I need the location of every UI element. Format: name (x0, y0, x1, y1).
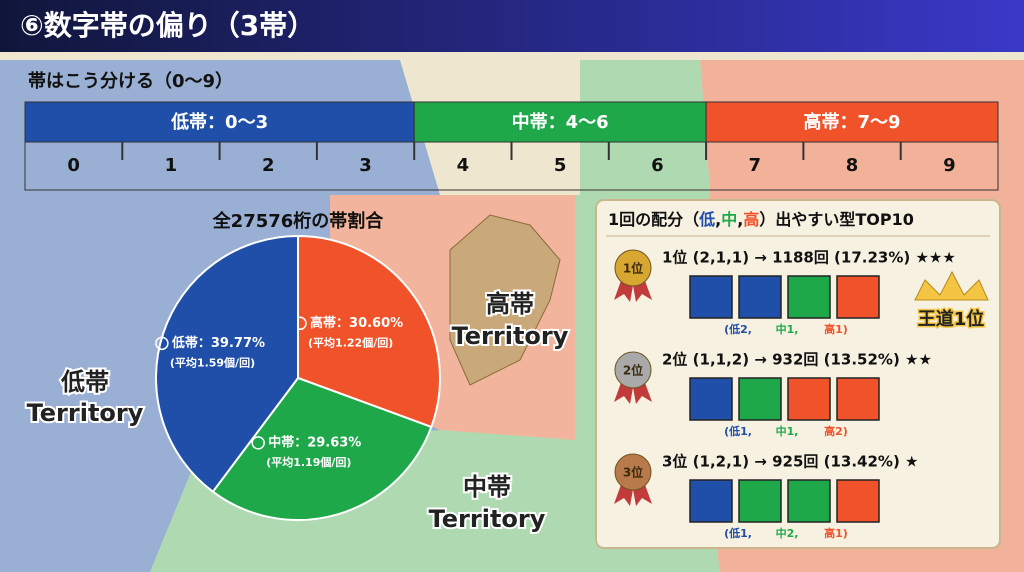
box (787, 275, 831, 319)
territory-name: 低帯 (60, 368, 109, 396)
box-label: 高1) (824, 526, 848, 540)
label-icon (251, 436, 265, 450)
digit: 6 (651, 155, 664, 176)
t: 低 (698, 210, 715, 229)
territory-word: Territory (452, 322, 569, 350)
box (738, 275, 782, 319)
box (689, 275, 733, 319)
box (738, 479, 782, 523)
box-label: 高1) (824, 322, 848, 336)
rank-line: 2位 (1,1,2) → 932回 (13.52%) ★★ (662, 351, 932, 369)
territory-name: 高帯 (486, 290, 534, 318)
box (689, 479, 733, 523)
ribbon (614, 278, 652, 302)
box-label: (低1, (724, 424, 752, 438)
pie-slice (155, 234, 299, 494)
band (413, 101, 707, 143)
t: , (715, 210, 721, 229)
ranking-title: 1回の配分（低,中,高）出やすい型TOP10 (608, 210, 914, 229)
box (836, 275, 880, 319)
badge-text: 2位 (623, 363, 643, 378)
digit: 0 (67, 155, 80, 176)
band-label: 低帯：0〜3 (170, 111, 268, 133)
box (836, 479, 880, 523)
pie-slice (297, 234, 441, 429)
badge (614, 249, 652, 287)
digit: 9 (943, 155, 956, 176)
badge-text: 3位 (623, 465, 643, 480)
digit: 2 (262, 155, 275, 176)
territory-word: Territory (429, 505, 546, 533)
territory-word: Territory (27, 399, 144, 427)
band-label: 中帯：4〜6 (512, 111, 609, 133)
slice-note: (平均1.19個/回) (266, 455, 351, 469)
ribbon (614, 482, 652, 506)
band (705, 101, 999, 143)
t: 中 (721, 210, 737, 229)
box (787, 377, 831, 421)
box-label: 中1, (776, 424, 799, 438)
crown (914, 270, 989, 301)
badge (614, 351, 652, 389)
digit: 1 (165, 155, 178, 176)
t: , (737, 210, 743, 229)
t: ）出やすい型TOP10 (759, 210, 914, 229)
digit: 7 (748, 155, 761, 176)
box-label: (低2, (724, 322, 752, 336)
box-label: 中2, (776, 526, 799, 540)
band (24, 101, 415, 143)
band-label: 高帯：7〜9 (804, 111, 901, 133)
box (787, 479, 831, 523)
digit: 3 (359, 155, 372, 176)
pie-slice (211, 376, 433, 521)
box (836, 377, 880, 421)
t: 高 (743, 210, 759, 229)
slice-note: (平均1.59個/回) (170, 355, 255, 369)
digit: 4 (457, 155, 470, 176)
box-label: 高2) (824, 424, 848, 438)
territory-name: 中帯 (463, 473, 511, 501)
header (0, 0, 1024, 52)
t: 1回の配分（ (608, 210, 699, 229)
digit: 5 (554, 155, 567, 176)
box (689, 377, 733, 421)
rank-line: 1位 (2,1,1) → 1188回 (17.23%) ★★★ (662, 249, 956, 267)
slice-label: 中帯：29.63% (268, 434, 361, 450)
label-icon (155, 336, 169, 351)
badge-text: 1位 (623, 261, 643, 276)
rank-line: 3位 (1,2,1) → 925回 (13.42%) ★ (662, 453, 918, 471)
crown-text: 王道1位 (918, 308, 985, 330)
territory-shape (449, 214, 561, 386)
box-label: 中1, (776, 322, 799, 336)
badge (614, 453, 652, 491)
ribbon (614, 380, 652, 404)
bands-title: 帯はこう分ける（0〜9） (28, 70, 233, 92)
box-label: (低1, (724, 526, 752, 540)
slice-label: 低帯：39.77% (171, 335, 265, 351)
digit: 8 (846, 155, 859, 176)
slice-note: (平均1.22個/回) (308, 335, 393, 349)
title: ⑥数字帯の偏り（3帯） (20, 9, 315, 42)
pie-title: 全27576桁の帯割合 (212, 210, 385, 232)
box (738, 377, 782, 421)
slice-label: 高帯：30.60% (310, 315, 403, 331)
